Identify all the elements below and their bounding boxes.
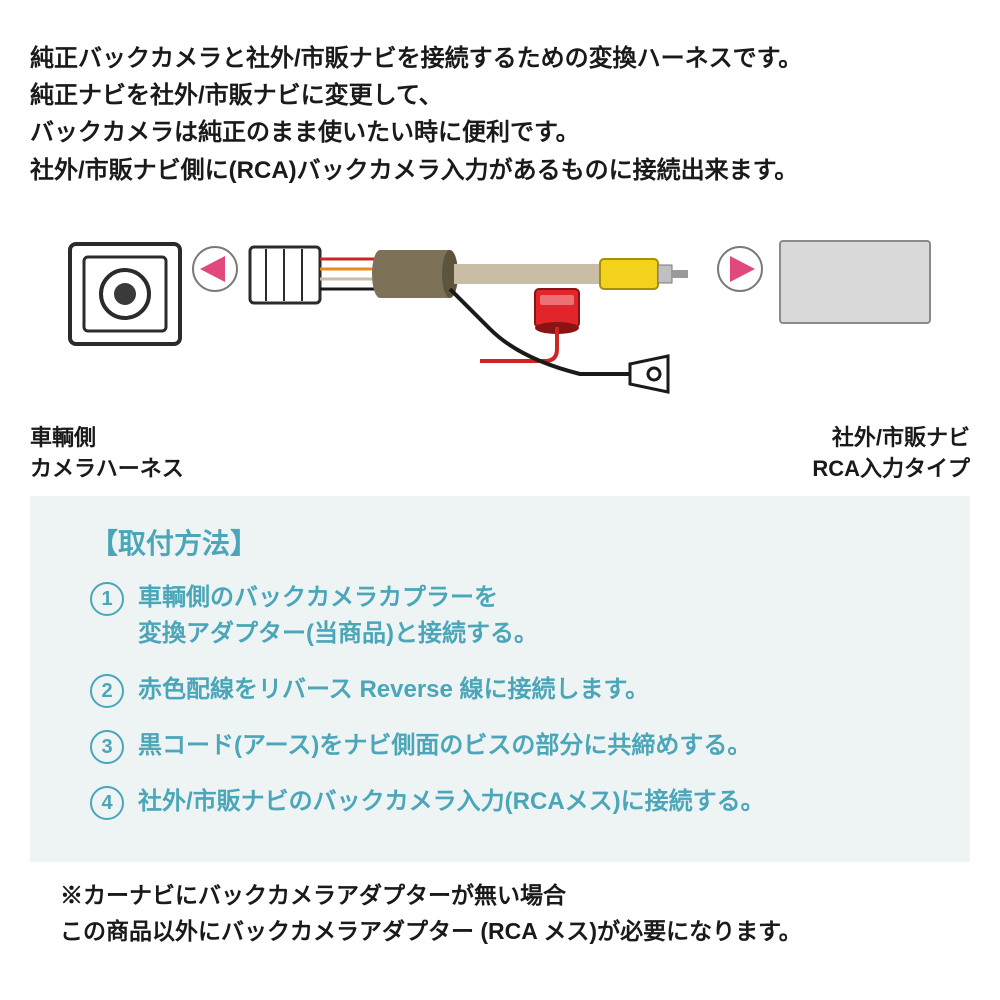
camera-connector-icon bbox=[70, 244, 180, 344]
step-1-num: 1 bbox=[90, 582, 124, 616]
diagram-label-right: 社外/市販ナビ RCA入力タイプ bbox=[812, 423, 970, 485]
label-left-line2: カメラハーネス bbox=[30, 454, 184, 485]
step-2-num: 2 bbox=[90, 674, 124, 708]
step-1: 1 車輌側のバックカメラカプラーを 変換アダプター(当商品)と接続する。 bbox=[90, 580, 930, 652]
wiring-diagram bbox=[40, 209, 960, 419]
step-4: 4 社外/市販ナビのバックカメラ入力(RCAメス)に接続する。 bbox=[90, 784, 930, 820]
note-line1: ※カーナビにバックカメラアダプターが無い場合 bbox=[60, 878, 970, 914]
nav-unit-icon bbox=[780, 241, 930, 323]
heatshrink-icon bbox=[372, 250, 458, 298]
label-left-line1: 車輌側 bbox=[30, 423, 184, 454]
intro-line-4: 社外/市販ナビ側に(RCA)バックカメラ入力があるものに接続出来ます。 bbox=[30, 152, 970, 189]
diagram-svg bbox=[40, 209, 960, 419]
step-3-text: 黒コード(アース)をナビ側面のビスの部分に共締めする。 bbox=[138, 728, 751, 764]
label-right-line2: RCA入力タイプ bbox=[812, 454, 970, 485]
intro-line-1: 純正バックカメラと社外/市販ナビを接続するための変換ハーネスです。 bbox=[30, 40, 970, 77]
step-2: 2 赤色配線をリバース Reverse 線に接続します。 bbox=[90, 672, 930, 708]
diagram-labels: 車輌側 カメラハーネス 社外/市販ナビ RCA入力タイプ bbox=[30, 423, 970, 485]
step-4-text: 社外/市販ナビのバックカメラ入力(RCAメス)に接続する。 bbox=[138, 784, 765, 820]
coupler-icon bbox=[250, 247, 320, 303]
instructions-panel: 【取付方法】 1 車輌側のバックカメラカプラーを 変換アダプター(当商品)と接続… bbox=[30, 496, 970, 862]
step-1-text: 車輌側のバックカメラカプラーを 変換アダプター(当商品)と接続する。 bbox=[138, 580, 538, 652]
spade-terminal-icon bbox=[630, 356, 668, 392]
intro-text: 純正バックカメラと社外/市販ナビを接続するための変換ハーネスです。 純正ナビを社… bbox=[30, 40, 970, 189]
intro-line-2: 純正ナビを社外/市販ナビに変更して、 bbox=[30, 77, 970, 114]
arrow-right-icon bbox=[718, 247, 762, 291]
instructions-title: 【取付方法】 bbox=[90, 522, 930, 562]
rca-plug-icon bbox=[600, 259, 688, 289]
diagram-label-left: 車輌側 カメラハーネス bbox=[30, 423, 184, 485]
step-2-text: 赤色配線をリバース Reverse 線に接続します。 bbox=[138, 672, 649, 708]
footnote: ※カーナビにバックカメラアダプターが無い場合 この商品以外にバックカメラアダプタ… bbox=[30, 878, 970, 949]
note-line2: この商品以外にバックカメラアダプター (RCA メス)が必要になります。 bbox=[60, 914, 970, 950]
label-right-line1: 社外/市販ナビ bbox=[812, 423, 970, 454]
cable-sleeve bbox=[454, 264, 604, 284]
step-4-num: 4 bbox=[90, 786, 124, 820]
step-3-num: 3 bbox=[90, 730, 124, 764]
step-3: 3 黒コード(アース)をナビ側面のビスの部分に共締めする。 bbox=[90, 728, 930, 764]
arrow-left-icon bbox=[193, 247, 237, 291]
intro-line-3: バックカメラは純正のまま使いたい時に便利です。 bbox=[30, 114, 970, 151]
